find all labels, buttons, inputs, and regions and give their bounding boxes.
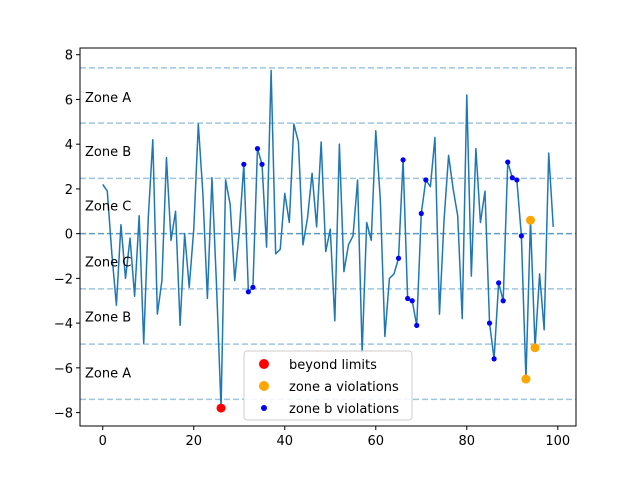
zone-b-violation-point — [496, 280, 502, 286]
x-tick-label: 40 — [276, 434, 293, 449]
zone-b-violation-point — [395, 255, 402, 261]
zone-b-violation-point — [400, 157, 406, 163]
zone-label: Zone C — [85, 256, 131, 271]
x-tick-label: 100 — [545, 434, 570, 449]
x-tick-label: 20 — [185, 434, 202, 449]
beyond-limits-point — [216, 403, 226, 413]
zone-b-violation-point — [405, 295, 411, 302]
x-tick-label: 60 — [368, 434, 385, 449]
y-tick-label: 0 — [65, 228, 73, 243]
zone-b-violation-point — [509, 175, 515, 181]
y-tick-label: 2 — [65, 183, 73, 198]
zone-labels: Zone A Zone B Zone C Zone C Zone B Zone A — [85, 91, 131, 381]
zone-b-violation-point — [505, 159, 511, 165]
y-tick-label: −8 — [54, 407, 73, 422]
zone-label: Zone B — [85, 310, 131, 325]
zone-label: Zone C — [85, 200, 131, 215]
zone-b-violation-point — [250, 284, 256, 290]
y-tick-label: 6 — [65, 93, 73, 108]
sigma-lines — [80, 67, 576, 401]
zone-b-violation-point — [241, 161, 247, 167]
legend-label-beyond-limits: beyond limits — [289, 358, 377, 373]
zone-b-violation-point — [418, 210, 424, 217]
zone-a-violation-point — [525, 215, 535, 225]
legend-label-zone-b-violations: zone b violations — [289, 402, 399, 417]
zone-a-violation-point — [521, 374, 531, 384]
legend-marker-zone-b-violations — [261, 405, 267, 411]
zone-b-violation-point — [518, 233, 524, 239]
zone-b-violation-point — [245, 289, 251, 295]
zone-b-violation-point — [254, 146, 261, 152]
y-tick-label: −2 — [54, 272, 73, 287]
legend-marker-beyond-limits — [259, 359, 269, 369]
x-axis: 0 20 40 60 80 100 — [99, 426, 570, 449]
legend: beyond limits zone a violations zone b v… — [243, 350, 413, 421]
zone-b-violation-point — [500, 298, 506, 304]
zone-b-violation-point — [491, 356, 497, 362]
zone-b-violation-point — [259, 161, 265, 167]
zone-b-violation-point — [423, 177, 429, 183]
legend-box — [243, 350, 413, 421]
y-tick-label: 4 — [65, 138, 73, 153]
zone-b-violation-point — [486, 320, 493, 326]
plot-frame — [79, 47, 577, 427]
zone-label: Zone A — [85, 366, 131, 381]
series-line — [102, 69, 554, 409]
y-tick-label: −6 — [54, 362, 73, 377]
zone-a-violation-point — [530, 343, 540, 353]
x-tick-label: 80 — [459, 434, 476, 449]
zone-label: Zone A — [85, 91, 131, 106]
legend-label-zone-a-violations: zone a violations — [289, 380, 399, 395]
y-tick-label: 8 — [65, 49, 73, 64]
zone-b-violation-point — [409, 298, 415, 304]
legend-marker-zone-a-violations — [259, 381, 269, 391]
markers — [216, 146, 540, 413]
y-tick-label: −4 — [54, 317, 73, 332]
zone-b-violation-point — [514, 177, 520, 183]
x-tick-label: 0 — [99, 434, 107, 449]
zone-label: Zone B — [85, 145, 131, 160]
series-line-group — [102, 69, 554, 409]
zone-b-violation-point — [414, 322, 420, 328]
y-axis: −8 −6 −4 −2 0 2 4 6 8 — [54, 49, 80, 422]
